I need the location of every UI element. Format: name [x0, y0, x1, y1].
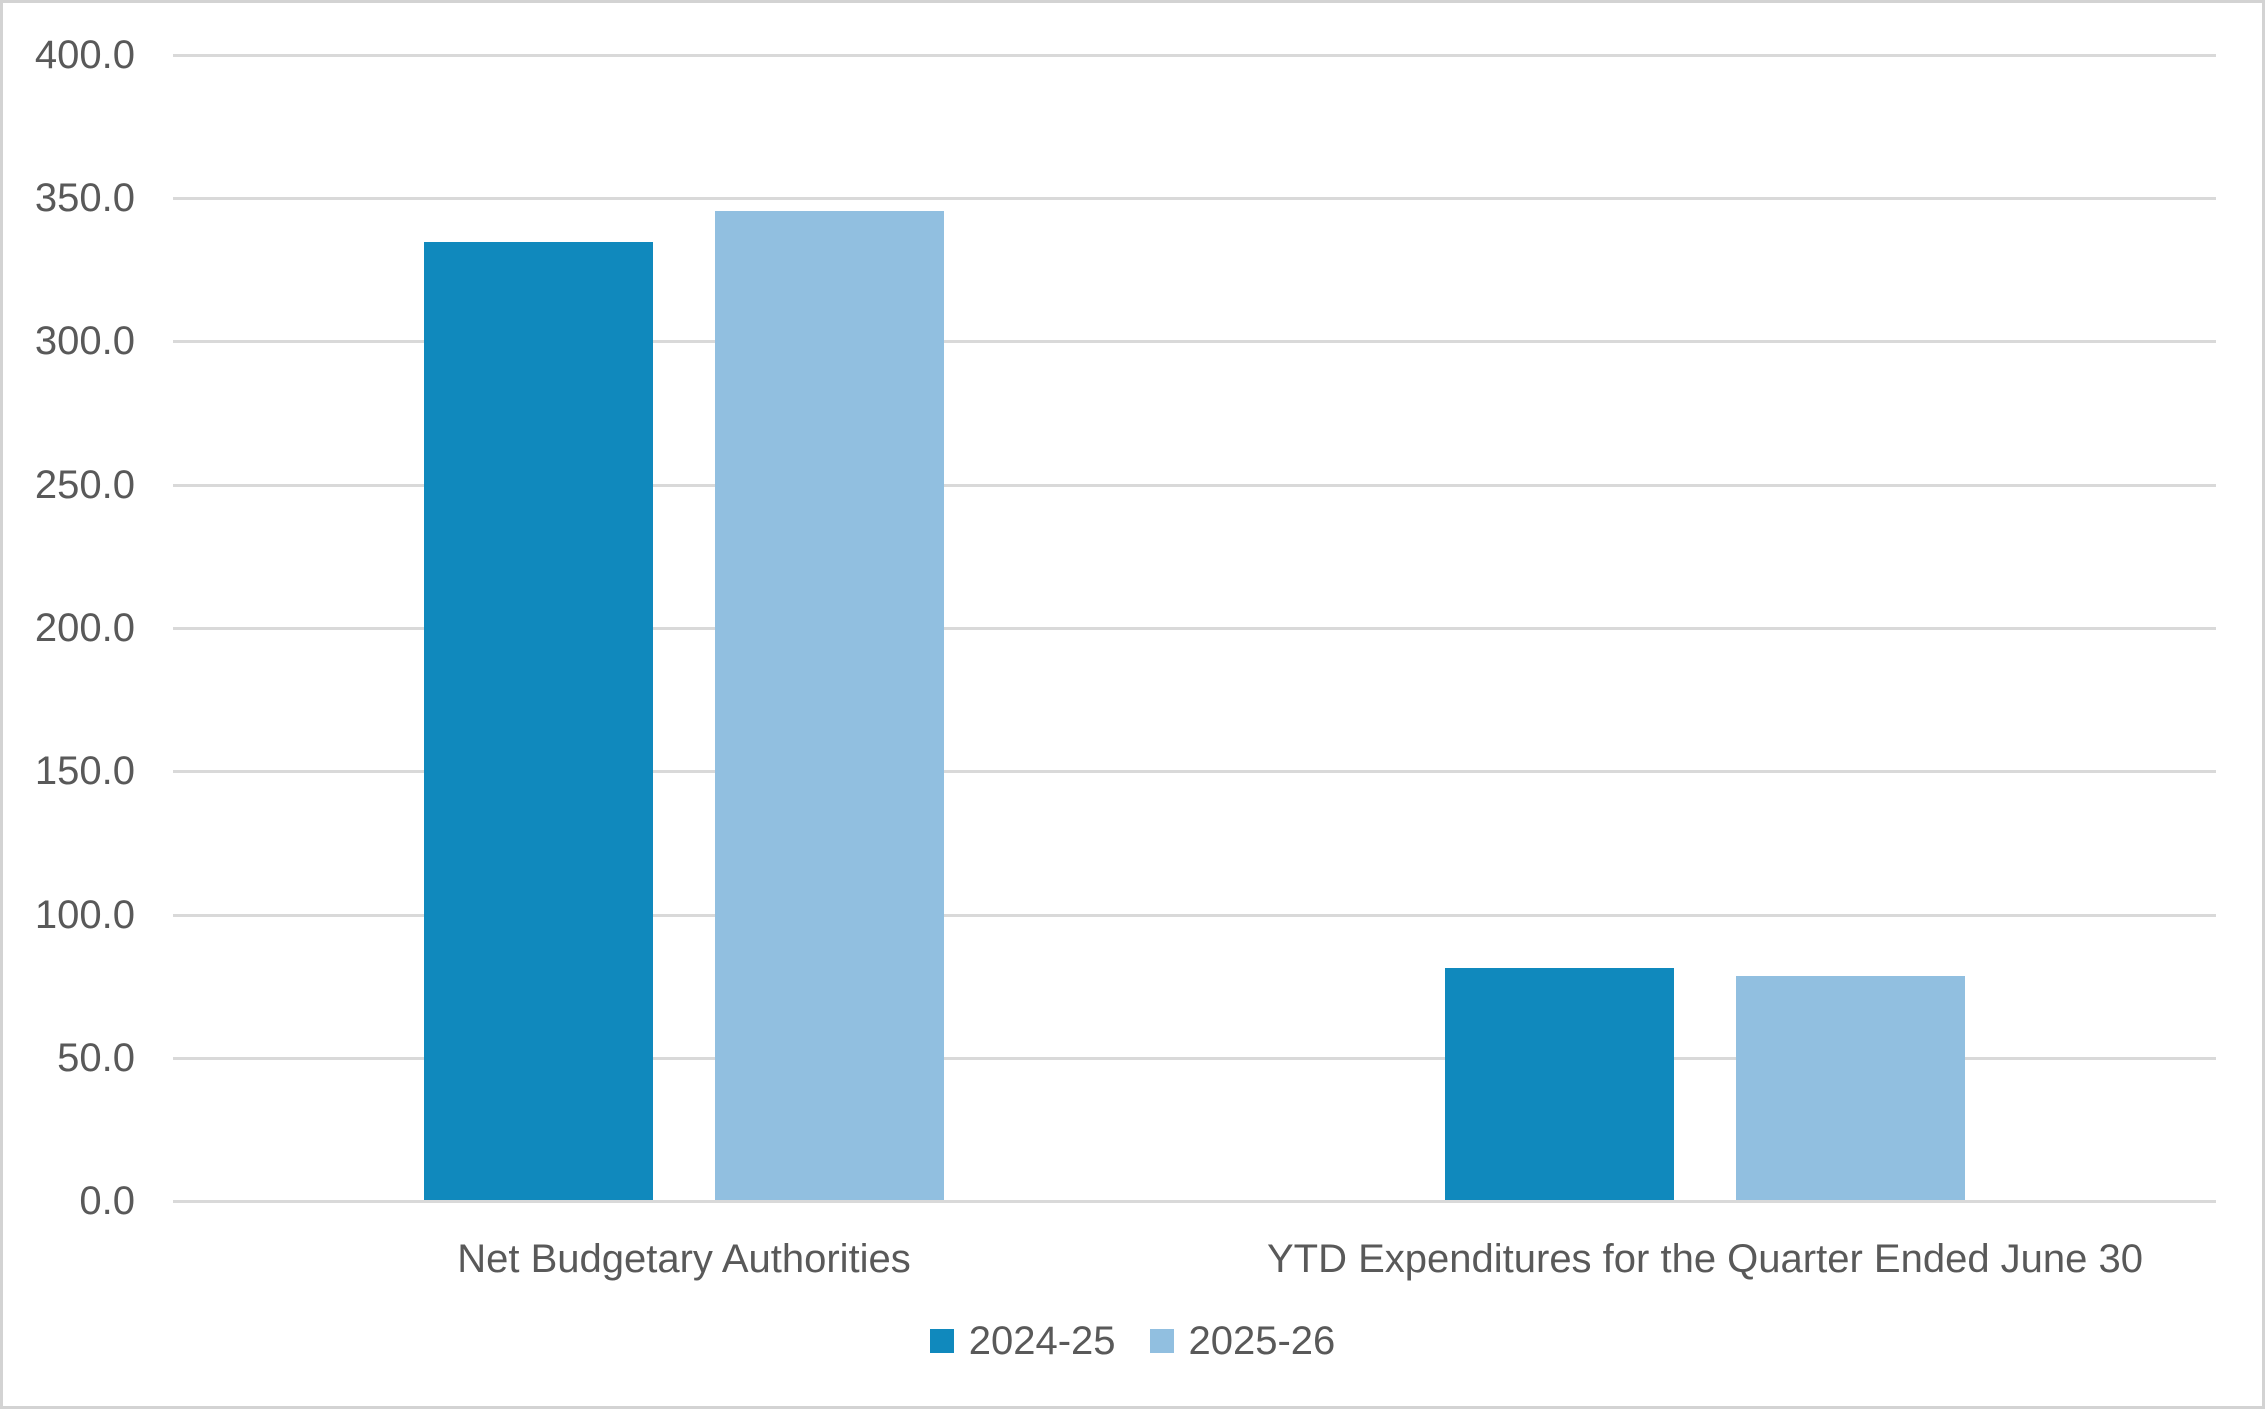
gridline	[173, 340, 2216, 343]
bar-2025-26-category-2	[1736, 976, 1965, 1200]
bar-2024-25-category-1	[424, 242, 653, 1200]
bar-2024-25-category-2	[1445, 968, 1674, 1200]
legend-entry-2024-25: 2024-25	[929, 1319, 1116, 1363]
y-tick-label: 350.0	[34, 176, 135, 220]
bar-2025-26-category-1	[715, 211, 944, 1200]
gridline	[173, 627, 2216, 630]
y-tick-label: 150.0	[34, 749, 135, 793]
legend-swatch-icon	[1149, 1329, 1174, 1353]
category-label: YTD Expenditures for the Quarter Ended J…	[1266, 1237, 2144, 1281]
y-tick-label: 200.0	[34, 606, 135, 650]
category-label: Net Budgetary Authorities	[457, 1237, 911, 1281]
y-tick-label: 100.0	[34, 893, 135, 937]
y-tick-label: 300.0	[34, 319, 135, 363]
y-tick-label: 0.0	[79, 1179, 135, 1223]
y-tick-label: 50.0	[57, 1036, 135, 1080]
gridline	[173, 197, 2216, 200]
gridline	[173, 54, 2216, 57]
gridline	[173, 914, 2216, 917]
legend-label: 2025-26	[1188, 1319, 1336, 1363]
legend-swatch-icon	[929, 1329, 954, 1353]
legend-label: 2024-25	[968, 1319, 1116, 1363]
x-axis-line	[173, 1200, 2216, 1203]
gridline	[173, 770, 2216, 773]
legend: 2024-25 2025-26	[3, 1321, 2262, 1361]
legend-entry-2025-26: 2025-26	[1149, 1319, 1336, 1363]
y-tick-label: 250.0	[34, 463, 135, 507]
y-tick-label: 400.0	[34, 33, 135, 77]
gridline	[173, 484, 2216, 487]
gridline	[173, 1057, 2216, 1060]
